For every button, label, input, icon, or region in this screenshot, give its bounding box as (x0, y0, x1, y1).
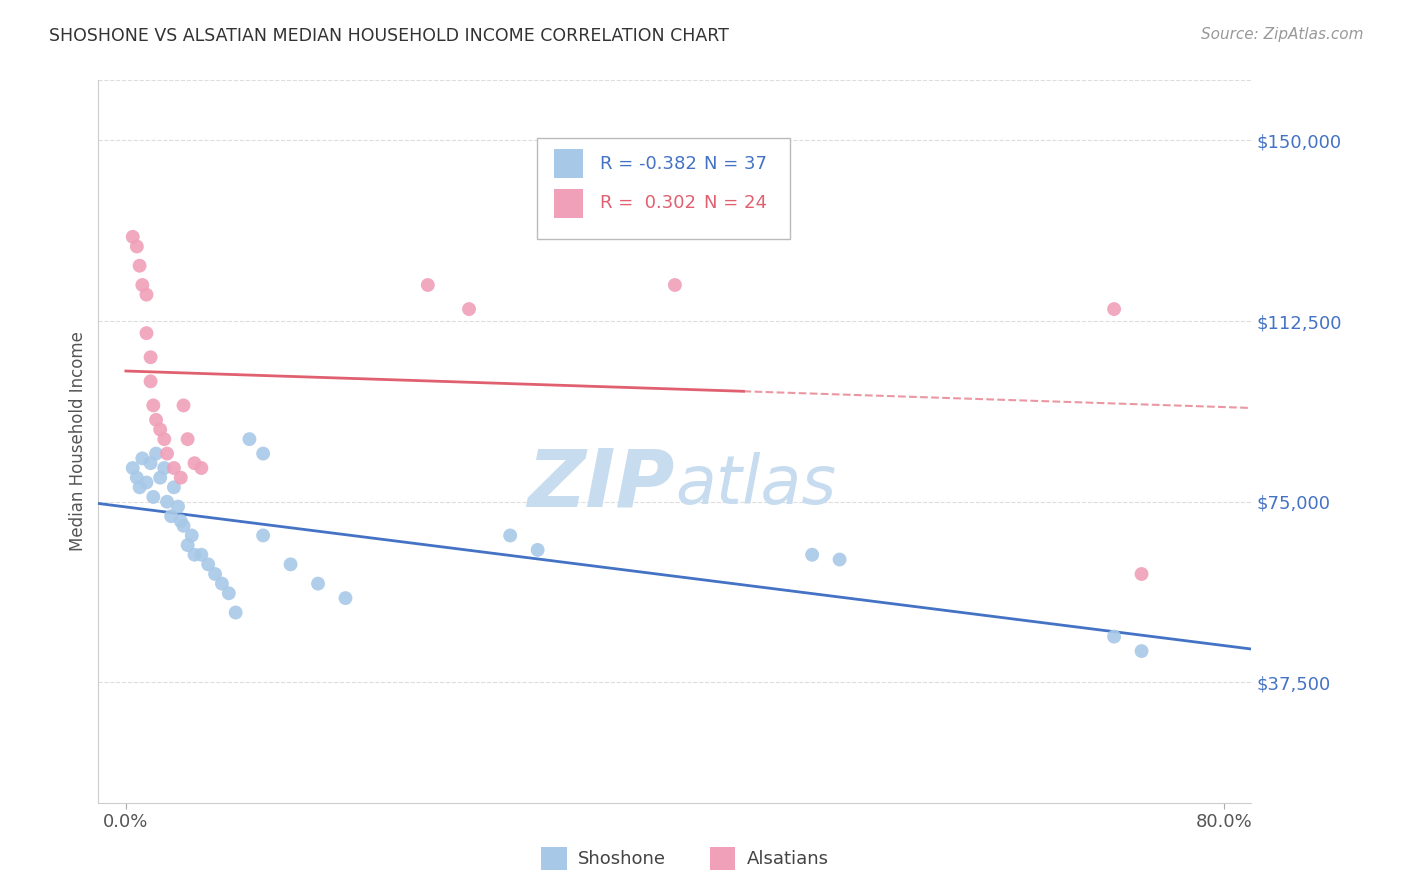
Point (153, 432, 176, 446)
Bar (554, 149, 582, 178)
Point (170, 471, 193, 485)
Point (335, 591, 357, 606)
Text: R =  0.302: R = 0.302 (600, 194, 696, 212)
Point (163, 461, 186, 475)
Point (128, 480, 150, 494)
Point (121, 229, 143, 244)
Point (156, 446, 179, 460)
Point (145, 446, 167, 460)
Point (149, 471, 172, 485)
Point (252, 528, 274, 542)
Point (180, 528, 202, 542)
Text: Source: ZipAtlas.com: Source: ZipAtlas.com (1201, 27, 1364, 42)
Point (121, 461, 143, 475)
FancyBboxPatch shape (537, 138, 790, 239)
Point (128, 259, 150, 273)
Point (156, 494, 179, 508)
Point (167, 500, 190, 514)
Point (499, 528, 522, 542)
Point (801, 548, 824, 562)
Point (197, 558, 219, 572)
Point (204, 567, 226, 582)
Point (145, 413, 167, 427)
Point (183, 548, 205, 562)
Point (139, 350, 162, 364)
Point (238, 432, 260, 446)
Point (526, 542, 548, 557)
Point (142, 398, 165, 412)
Point (135, 287, 157, 301)
Point (252, 446, 274, 460)
Point (160, 509, 183, 524)
Y-axis label: Median Household Income: Median Household Income (69, 332, 87, 551)
Point (163, 480, 186, 494)
Point (1130, 567, 1153, 582)
Point (664, 277, 686, 292)
Point (1130, 644, 1153, 658)
Point (280, 558, 302, 572)
Point (173, 398, 195, 412)
Text: N = 37: N = 37 (704, 154, 766, 172)
Point (218, 586, 240, 600)
Point (170, 514, 193, 528)
Point (135, 475, 157, 490)
Text: Shoshone: Shoshone (578, 849, 666, 868)
Point (176, 432, 198, 446)
Point (1102, 630, 1125, 644)
Bar (554, 189, 582, 218)
Point (211, 576, 233, 591)
Point (225, 606, 247, 620)
Point (416, 277, 439, 292)
Point (153, 461, 176, 475)
Point (458, 301, 481, 317)
Point (139, 456, 162, 470)
Point (190, 461, 212, 475)
Text: N = 24: N = 24 (704, 194, 766, 212)
Text: atlas: atlas (675, 452, 837, 518)
Point (307, 576, 329, 591)
Text: ZIP: ZIP (527, 446, 675, 524)
Point (139, 375, 162, 389)
Text: SHOSHONE VS ALSATIAN MEDIAN HOUSEHOLD INCOME CORRELATION CHART: SHOSHONE VS ALSATIAN MEDIAN HOUSEHOLD IN… (49, 27, 730, 45)
Point (125, 471, 148, 485)
Point (125, 239, 148, 253)
Point (176, 538, 198, 552)
Point (135, 326, 157, 340)
Point (828, 552, 851, 566)
Point (183, 456, 205, 470)
Text: Alsatians: Alsatians (747, 849, 828, 868)
Point (1102, 301, 1125, 317)
Point (131, 277, 153, 292)
Point (149, 423, 172, 437)
Text: R = -0.382: R = -0.382 (600, 154, 697, 172)
Point (190, 548, 212, 562)
Point (142, 490, 165, 504)
Point (131, 451, 153, 466)
Point (173, 519, 195, 533)
